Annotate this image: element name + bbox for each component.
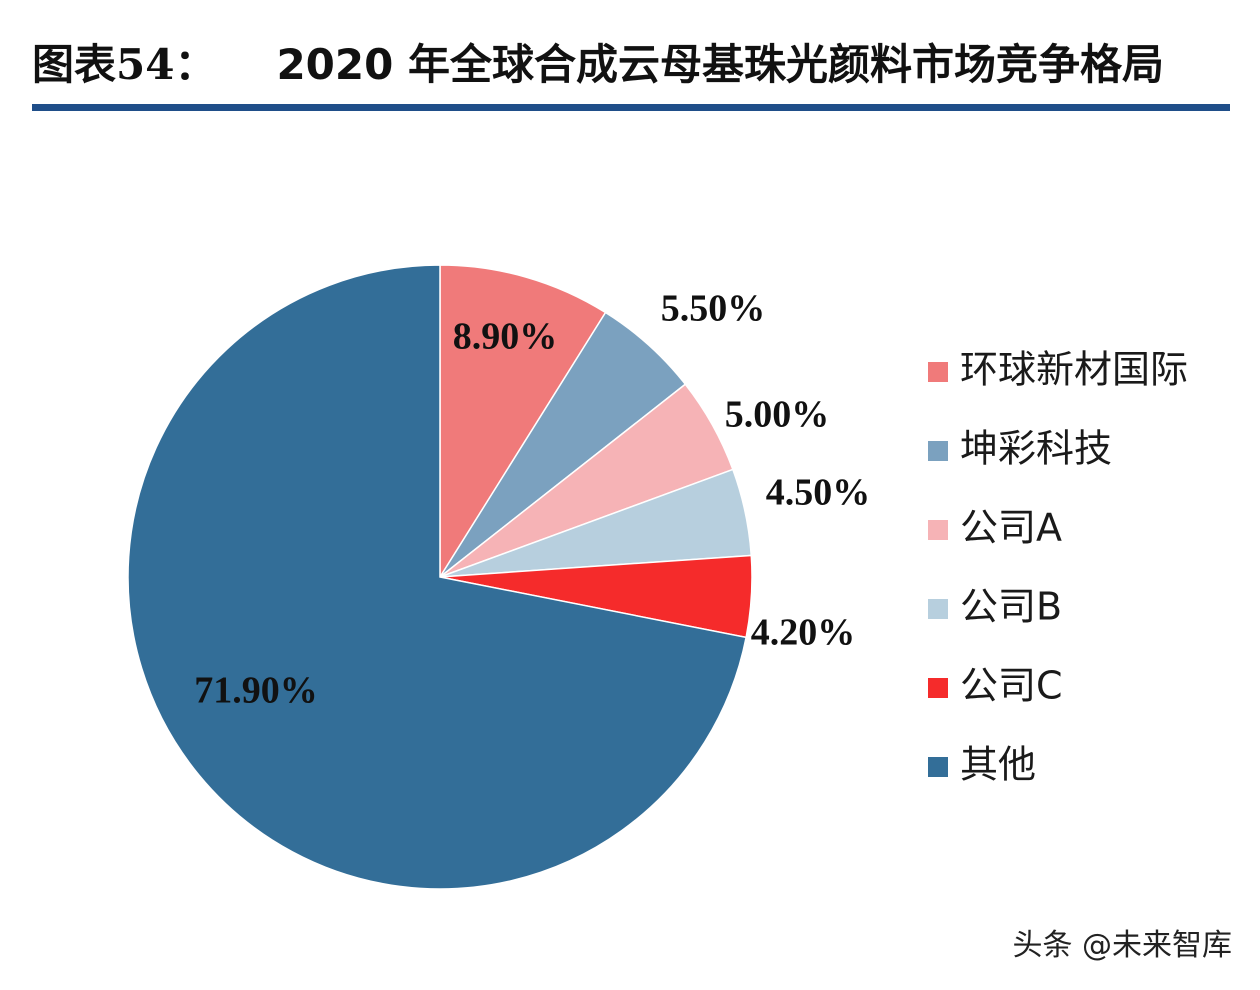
chart-title: 图表54： 2020 年全球合成云母基珠光颜料市场竞争格局: [32, 30, 1242, 100]
watermark: 头条 @未来智库: [1012, 928, 1232, 963]
legend-label-4: 公司C: [960, 664, 1063, 708]
legend-swatch-2: [928, 520, 948, 540]
data-label-5: 71.90%: [194, 670, 318, 712]
title-text: 2020 年全球合成云母基珠光颜料市场竞争格局: [276, 40, 1164, 89]
legend-label-3: 公司B: [960, 585, 1062, 629]
data-label-4: 4.20%: [751, 612, 856, 654]
legend-swatch-0: [928, 362, 948, 382]
legend-swatch-3: [928, 599, 948, 619]
legend-label-5: 其他: [960, 743, 1036, 787]
pie-slice-0: [439, 264, 607, 580]
legend-swatch-4: [928, 678, 948, 698]
legend-swatch-5: [928, 757, 948, 777]
legend-label-0: 环球新材国际: [960, 348, 1188, 392]
data-label-0: 8.90%: [453, 316, 558, 358]
legend-label-1: 坤彩科技: [960, 427, 1112, 471]
data-label-2: 5.00%: [725, 394, 830, 436]
title-prefix: 图表54：: [32, 40, 217, 89]
data-label-3: 4.50%: [766, 472, 871, 514]
legend-label-2: 公司A: [960, 506, 1062, 550]
data-label-1: 5.50%: [661, 288, 766, 330]
pie-slice-5: [127, 264, 747, 890]
legend-swatch-1: [928, 441, 948, 461]
title-divider: [32, 104, 1230, 111]
